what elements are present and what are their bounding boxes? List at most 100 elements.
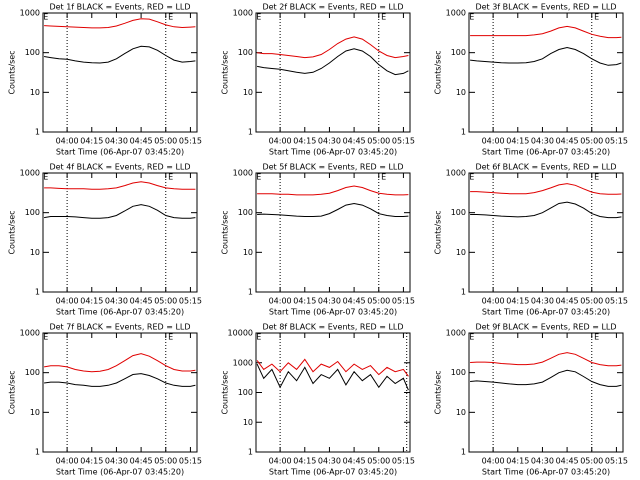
x-tick-label: 05:00 [580, 137, 603, 146]
x-axis-label: Start Time (06-Apr-07 03:45:20) [269, 148, 397, 157]
panel-title: Det 7f BLACK = Events, RED = LLD [49, 323, 190, 332]
x-tick-label: 05:15 [605, 297, 628, 306]
x-tick-label: 05:00 [367, 137, 390, 146]
plot-frame [42, 172, 198, 293]
series-line [257, 202, 409, 217]
x-tick-label: 04:15 [293, 457, 316, 466]
y-axis-label: Counts/sec [221, 210, 230, 254]
annotation: E [469, 13, 474, 22]
annotation: E [168, 333, 173, 342]
x-tick-label: 04:00 [56, 457, 79, 466]
x-tick-label: 05:15 [392, 457, 415, 466]
plot-frame [255, 332, 411, 453]
y-tick-label: 100 [25, 48, 40, 57]
series-line [257, 185, 409, 196]
y-tick-label: 100 [25, 208, 40, 217]
y-tick-label: 100 [25, 368, 40, 377]
x-tick-label: 04:45 [343, 297, 366, 306]
x-tick-label: 04:15 [80, 457, 103, 466]
y-axis-label: Counts/sec [434, 50, 443, 94]
x-tick-label: 05:15 [392, 137, 415, 146]
y-tick-label: 1000 [20, 329, 40, 338]
y-axis-label: Counts/sec [8, 370, 17, 414]
x-tick-label: 04:30 [105, 297, 128, 306]
panel-title: Det 2f BLACK = Events, RED = LLD [262, 3, 403, 12]
x-tick-label: 04:45 [556, 297, 579, 306]
x-tick-label: 04:15 [80, 297, 103, 306]
annotation: E [43, 13, 48, 22]
y-tick-label: 1 [461, 288, 466, 297]
plot-frame [468, 12, 624, 133]
x-axis-label: Start Time (06-Apr-07 03:45:20) [56, 148, 184, 157]
series-line [257, 36, 409, 59]
x-tick-label: 05:00 [580, 297, 603, 306]
y-tick-label: 1000 [233, 169, 253, 178]
x-axis-label: Start Time (06-Apr-07 03:45:20) [56, 468, 184, 477]
y-tick-label: 10 [456, 248, 466, 257]
annotation: E [256, 173, 261, 182]
y-tick-label: 10000 [228, 329, 253, 338]
y-tick-label: 10 [243, 248, 253, 257]
y-tick-label: 10 [30, 88, 40, 97]
annotation: E [256, 13, 261, 22]
x-tick-label: 05:15 [179, 297, 202, 306]
x-tick-label: 04:00 [56, 137, 79, 146]
series-line [44, 204, 196, 219]
annotation: E [381, 173, 386, 182]
x-tick-label: 05:00 [154, 297, 177, 306]
y-tick-label: 100 [238, 208, 253, 217]
x-axis-label: Start Time (06-Apr-07 03:45:20) [269, 308, 397, 317]
series-line [470, 46, 622, 66]
y-tick-label: 1 [461, 448, 466, 457]
x-tick-label: 04:45 [343, 137, 366, 146]
panel-title: Det 5f BLACK = Events, RED = LLD [262, 163, 403, 172]
x-tick-label: 05:15 [392, 297, 415, 306]
y-tick-label: 10 [30, 248, 40, 257]
series-line [44, 181, 196, 190]
x-tick-label: 04:00 [482, 457, 505, 466]
y-tick-label: 1 [35, 128, 40, 137]
y-tick-label: 100 [451, 48, 466, 57]
y-axis-label: Counts/sec [221, 370, 230, 414]
x-axis-label: Start Time (06-Apr-07 03:45:20) [482, 148, 610, 157]
y-tick-label: 1 [461, 128, 466, 137]
y-tick-label: 10 [456, 88, 466, 97]
x-axis-label: Start Time (06-Apr-07 03:45:20) [269, 468, 397, 477]
x-tick-label: 04:30 [105, 457, 128, 466]
x-tick-label: 04:00 [482, 297, 505, 306]
x-tick-label: 04:45 [556, 137, 579, 146]
x-tick-label: 05:00 [367, 297, 390, 306]
annotation: E [381, 13, 386, 22]
x-tick-label: 05:00 [580, 457, 603, 466]
y-axis-label: Counts/sec [434, 210, 443, 254]
plot-frame [255, 12, 411, 133]
series-line [470, 369, 622, 387]
y-axis-label: Counts/sec [8, 210, 17, 254]
y-tick-label: 1000 [446, 329, 466, 338]
y-tick-label: 100 [238, 48, 253, 57]
y-tick-label: 1000 [233, 358, 253, 367]
panel-title: Det 9f BLACK = Events, RED = LLD [475, 323, 616, 332]
x-tick-label: 05:15 [179, 457, 202, 466]
series-line [44, 18, 196, 29]
y-tick-label: 1000 [446, 9, 466, 18]
annotation: E [43, 333, 48, 342]
x-tick-label: 04:45 [130, 297, 153, 306]
x-tick-label: 05:00 [154, 457, 177, 466]
annotation: E [594, 333, 599, 342]
plot-frame [255, 172, 411, 293]
panel-title: Det 4f BLACK = Events, RED = LLD [49, 163, 190, 172]
series-line [470, 201, 622, 219]
annotation: E [168, 13, 173, 22]
panel-title: Det 6f BLACK = Events, RED = LLD [475, 163, 616, 172]
series-line [256, 363, 409, 391]
x-tick-label: 04:00 [56, 297, 79, 306]
x-tick-label: 04:45 [130, 457, 153, 466]
series-line [256, 358, 409, 377]
y-tick-label: 1000 [233, 9, 253, 18]
annotation: E [594, 13, 599, 22]
y-tick-label: 1000 [446, 169, 466, 178]
x-tick-label: 04:30 [531, 137, 554, 146]
y-tick-label: 10 [243, 88, 253, 97]
